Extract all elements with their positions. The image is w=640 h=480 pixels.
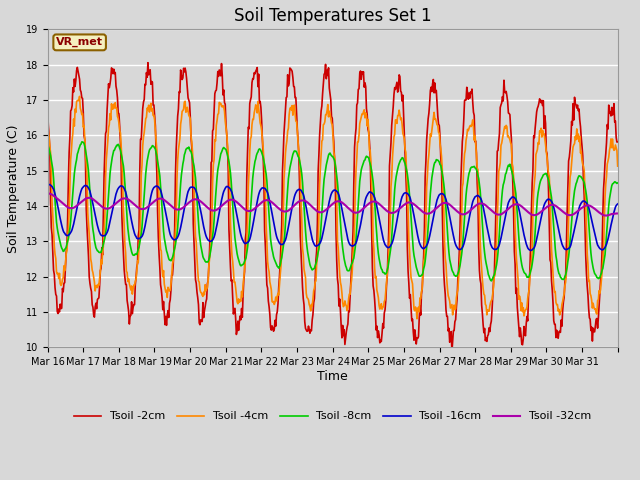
Tsoil -4cm bbox=[614, 163, 621, 169]
Tsoil -32cm bbox=[216, 204, 224, 210]
Line: Tsoil -4cm: Tsoil -4cm bbox=[47, 96, 618, 319]
Tsoil -4cm bbox=[244, 184, 252, 190]
Tsoil -2cm bbox=[266, 312, 274, 317]
Tsoil -4cm bbox=[425, 152, 433, 157]
Tsoil -8cm bbox=[244, 239, 252, 244]
Title: Soil Temperatures Set 1: Soil Temperatures Set 1 bbox=[234, 7, 431, 25]
Tsoil -32cm bbox=[392, 208, 400, 214]
Tsoil -8cm bbox=[44, 141, 51, 147]
Tsoil -8cm bbox=[392, 174, 400, 180]
Y-axis label: Soil Temperature (C): Soil Temperature (C) bbox=[7, 124, 20, 252]
Tsoil -16cm bbox=[45, 181, 52, 187]
Tsoil -8cm bbox=[614, 180, 621, 186]
Tsoil -32cm bbox=[424, 211, 432, 216]
Tsoil -4cm bbox=[392, 117, 400, 123]
Tsoil -8cm bbox=[111, 145, 119, 151]
Tsoil -32cm bbox=[111, 201, 119, 207]
Tsoil -2cm bbox=[448, 349, 456, 355]
Tsoil -8cm bbox=[488, 278, 495, 284]
Tsoil -8cm bbox=[216, 155, 224, 160]
Tsoil -16cm bbox=[614, 201, 621, 207]
Tsoil -4cm bbox=[111, 100, 119, 106]
Line: Tsoil -32cm: Tsoil -32cm bbox=[47, 193, 618, 216]
Line: Tsoil -8cm: Tsoil -8cm bbox=[47, 142, 618, 281]
Legend: Tsoil -2cm, Tsoil -4cm, Tsoil -8cm, Tsoil -16cm, Tsoil -32cm: Tsoil -2cm, Tsoil -4cm, Tsoil -8cm, Tsoi… bbox=[69, 407, 596, 426]
Tsoil -32cm bbox=[244, 208, 252, 214]
Tsoil -2cm bbox=[244, 124, 252, 130]
Tsoil -32cm bbox=[266, 198, 274, 204]
X-axis label: Time: Time bbox=[317, 370, 348, 383]
Tsoil -2cm bbox=[424, 116, 432, 122]
Tsoil -4cm bbox=[266, 279, 274, 285]
Tsoil -2cm bbox=[216, 68, 224, 74]
Tsoil -4cm bbox=[44, 118, 51, 123]
Tsoil -8cm bbox=[424, 224, 432, 230]
Tsoil -4cm bbox=[76, 94, 83, 99]
Tsoil -16cm bbox=[266, 199, 274, 205]
Tsoil -32cm bbox=[44, 191, 51, 196]
Tsoil -32cm bbox=[614, 211, 621, 216]
Text: VR_met: VR_met bbox=[56, 37, 103, 48]
Tsoil -16cm bbox=[392, 222, 400, 228]
Line: Tsoil -2cm: Tsoil -2cm bbox=[47, 63, 618, 352]
Tsoil -8cm bbox=[78, 139, 86, 145]
Tsoil -16cm bbox=[527, 248, 534, 253]
Line: Tsoil -16cm: Tsoil -16cm bbox=[47, 184, 618, 251]
Tsoil -16cm bbox=[111, 194, 119, 200]
Tsoil -2cm bbox=[44, 108, 51, 113]
Tsoil -2cm bbox=[144, 60, 152, 66]
Tsoil -16cm bbox=[424, 240, 432, 245]
Tsoil -4cm bbox=[413, 316, 421, 322]
Tsoil -2cm bbox=[392, 83, 400, 89]
Tsoil -32cm bbox=[602, 213, 610, 218]
Tsoil -16cm bbox=[216, 205, 224, 211]
Tsoil -16cm bbox=[244, 239, 252, 245]
Tsoil -8cm bbox=[266, 226, 274, 231]
Tsoil -32cm bbox=[45, 191, 52, 196]
Tsoil -2cm bbox=[614, 139, 621, 145]
Tsoil -16cm bbox=[44, 182, 51, 188]
Tsoil -2cm bbox=[111, 71, 118, 76]
Tsoil -4cm bbox=[216, 101, 224, 107]
